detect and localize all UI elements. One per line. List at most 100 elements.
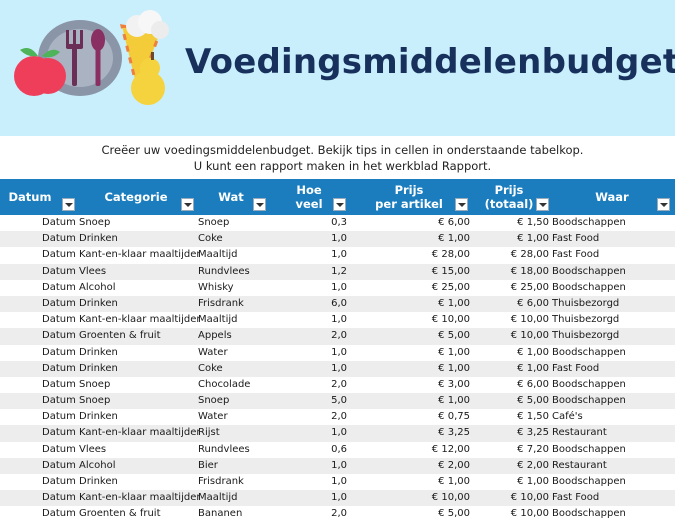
cell-categorie[interactable]: Kant-en-klaar maaltijden	[79, 249, 199, 261]
cell-wat[interactable]: Frisdrank	[198, 476, 244, 487]
cell-wat[interactable]: Maaltijd	[198, 492, 238, 504]
table-row[interactable]: Datum Kant-en-klaar maaltijden Maaltijd 1,0…	[0, 490, 675, 507]
cell-categorie[interactable]: Drinken	[79, 346, 118, 358]
cell-categorie[interactable]: Groenten & fruit	[79, 508, 161, 520]
cell-hoeveel[interactable]: 5,0	[331, 395, 347, 407]
cell-categorie[interactable]: Drinken	[79, 411, 118, 423]
cell-datum[interactable]: Datum	[42, 297, 76, 309]
cell-prijs-totaal[interactable]: € 28,00	[473, 247, 549, 263]
cell-waar[interactable]: Boodschappen	[552, 443, 626, 455]
cell-waar[interactable]: Fast Food	[552, 249, 600, 261]
cell-waar[interactable]: Boodschappen	[552, 265, 626, 277]
cell-wat[interactable]: Snoep	[198, 217, 230, 228]
cell-datum[interactable]: Datum	[42, 233, 76, 245]
cell-wat[interactable]: Rundvlees	[198, 265, 250, 277]
table-row[interactable]: Datum Snoep Snoep 0,3 € 6,00 € 1,50 Boodschapp…	[0, 215, 675, 231]
table-row[interactable]: Datum Alcohol Bier 1,0 € 2,00 € 2,00 Restauran…	[0, 457, 675, 474]
cell-prijs-per-artikel[interactable]: € 5,00	[352, 506, 470, 522]
column-header-prijs-totaal[interactable]: Prijs (totaal)	[484, 183, 534, 211]
cell-prijs-per-artikel[interactable]: € 1,00	[352, 296, 470, 312]
cell-prijs-totaal[interactable]: € 1,50	[473, 215, 549, 231]
cell-waar[interactable]: Boodschappen	[552, 281, 626, 293]
cell-hoeveel[interactable]: 1,0	[331, 346, 347, 358]
cell-datum[interactable]: Datum	[42, 217, 76, 228]
cell-prijs-per-artikel[interactable]: € 3,25	[352, 425, 470, 441]
cell-prijs-totaal[interactable]: € 6,00	[473, 296, 549, 312]
cell-waar[interactable]: Boodschappen	[552, 346, 626, 358]
table-row[interactable]: Datum Alcohol Whisky 1,0 € 25,00 € 25,00 Boods…	[0, 280, 675, 296]
cell-prijs-totaal[interactable]: € 10,00	[473, 490, 549, 506]
cell-prijs-totaal[interactable]: € 7,20	[473, 442, 549, 458]
table-row[interactable]: Datum Snoep Snoep 5,0 € 1,00 € 5,00 Boodschapp…	[0, 393, 675, 410]
cell-waar[interactable]: Restaurant	[552, 427, 607, 439]
cell-hoeveel[interactable]: 1,0	[331, 233, 347, 245]
cell-prijs-per-artikel[interactable]: € 1,00	[352, 393, 470, 409]
cell-categorie[interactable]: Alcohol	[79, 459, 116, 471]
table-row[interactable]: Datum Groenten & fruit Bananen 2,0 € 5,00 € 1…	[0, 506, 675, 522]
cell-prijs-totaal[interactable]: € 10,00	[473, 506, 549, 522]
cell-hoeveel[interactable]: 1,2	[331, 265, 347, 277]
cell-wat[interactable]: Chocolade	[198, 378, 251, 390]
cell-waar[interactable]: Restaurant	[552, 459, 607, 471]
table-row[interactable]: Datum Drinken Coke 1,0 € 1,00 € 1,00 Fast Food	[0, 360, 675, 377]
cell-datum[interactable]: Datum	[42, 265, 76, 277]
cell-prijs-totaal[interactable]: € 10,00	[473, 312, 549, 328]
cell-waar[interactable]: Boodschappen	[552, 378, 626, 390]
cell-waar[interactable]: Boodschappen	[552, 395, 626, 407]
cell-waar[interactable]: Thuisbezorgd	[552, 314, 620, 326]
cell-waar[interactable]: Fast Food	[552, 362, 600, 374]
cell-hoeveel[interactable]: 2,0	[331, 330, 347, 342]
cell-datum[interactable]: Datum	[42, 443, 76, 455]
cell-hoeveel[interactable]: 2,0	[331, 411, 347, 423]
cell-categorie[interactable]: Drinken	[79, 233, 118, 245]
cell-datum[interactable]: Datum	[42, 492, 76, 504]
cell-waar[interactable]: Boodschappen	[552, 217, 626, 228]
cell-prijs-per-artikel[interactable]: € 15,00	[352, 264, 470, 280]
cell-waar[interactable]: Fast Food	[552, 492, 600, 504]
cell-hoeveel[interactable]: 2,0	[331, 378, 347, 390]
cell-prijs-per-artikel[interactable]: € 1,00	[352, 345, 470, 361]
column-header-prijs-per-artikel[interactable]: Prijs per artikel	[375, 183, 443, 211]
cell-prijs-per-artikel[interactable]: € 1,00	[352, 474, 470, 490]
cell-categorie[interactable]: Drinken	[79, 297, 118, 309]
cell-datum[interactable]: Datum	[42, 362, 76, 374]
cell-categorie[interactable]: Groenten & fruit	[79, 330, 161, 342]
cell-prijs-totaal[interactable]: € 5,00	[473, 393, 549, 409]
cell-prijs-totaal[interactable]: € 2,00	[473, 458, 549, 474]
filter-dropdown-icon[interactable]	[253, 198, 266, 211]
cell-wat[interactable]: Maaltijd	[198, 314, 238, 326]
cell-waar[interactable]: Boodschappen	[552, 508, 626, 520]
cell-wat[interactable]: Bananen	[198, 508, 243, 520]
cell-hoeveel[interactable]: 1,0	[331, 459, 347, 471]
cell-wat[interactable]: Water	[198, 346, 228, 358]
cell-wat[interactable]: Coke	[198, 233, 223, 245]
table-row[interactable]: Datum Kant-en-klaar maaltijden Maaltijd 1,0…	[0, 312, 675, 328]
cell-categorie[interactable]: Snoep	[79, 378, 111, 390]
cell-wat[interactable]: Appels	[198, 330, 232, 342]
cell-prijs-per-artikel[interactable]: € 6,00	[352, 215, 470, 231]
cell-categorie[interactable]: Kant-en-klaar maaltijden	[79, 427, 199, 439]
table-row[interactable]: Datum Snoep Chocolade 2,0 € 3,00 € 6,00 Boodsc…	[0, 377, 675, 393]
cell-prijs-totaal[interactable]: € 25,00	[473, 280, 549, 296]
table-row[interactable]: Datum Drinken Water 1,0 € 1,00 € 1,00 Boodscha…	[0, 345, 675, 361]
cell-hoeveel[interactable]: 1,0	[331, 362, 347, 374]
cell-prijs-totaal[interactable]: € 1,00	[473, 231, 549, 247]
table-row[interactable]: Datum Drinken Coke 1,0 € 1,00 € 1,00 Fast Food	[0, 231, 675, 248]
table-row[interactable]: Datum Kant-en-klaar maaltijden Rijst 1,0 € 3…	[0, 425, 675, 442]
cell-hoeveel[interactable]: 1,0	[331, 476, 347, 487]
cell-datum[interactable]: Datum	[42, 476, 76, 487]
cell-prijs-per-artikel[interactable]: € 1,00	[352, 231, 470, 247]
cell-prijs-totaal[interactable]: € 6,00	[473, 377, 549, 393]
cell-prijs-per-artikel[interactable]: € 2,00	[352, 458, 470, 474]
cell-datum[interactable]: Datum	[42, 427, 76, 439]
cell-categorie[interactable]: Alcohol	[79, 281, 116, 293]
filter-dropdown-icon[interactable]	[62, 198, 75, 211]
cell-hoeveel[interactable]: 1,0	[331, 314, 347, 326]
cell-prijs-per-artikel[interactable]: € 12,00	[352, 442, 470, 458]
cell-categorie[interactable]: Snoep	[79, 217, 111, 228]
cell-prijs-totaal[interactable]: € 1,00	[473, 361, 549, 377]
filter-dropdown-icon[interactable]	[536, 198, 549, 211]
cell-prijs-per-artikel[interactable]: € 0,75	[352, 409, 470, 425]
cell-waar[interactable]: Thuisbezorgd	[552, 297, 620, 309]
cell-prijs-totaal[interactable]: € 1,00	[473, 474, 549, 490]
